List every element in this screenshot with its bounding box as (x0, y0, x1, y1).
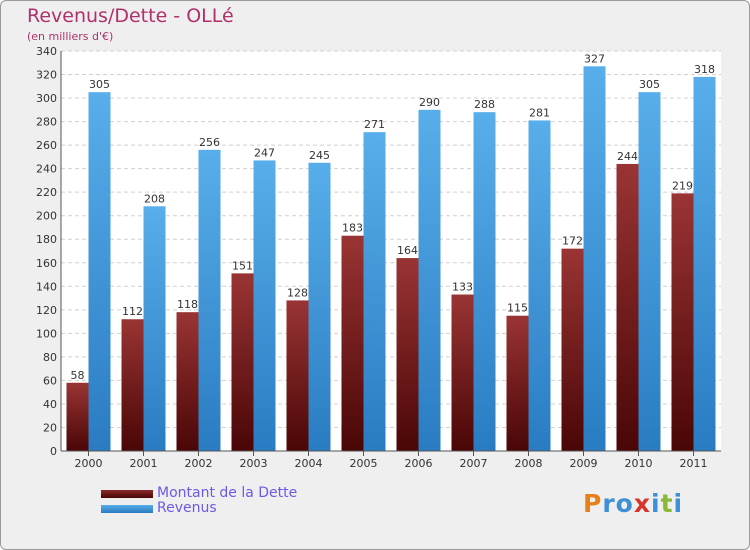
y-tick-label: 140 (36, 280, 57, 293)
y-tick-label: 120 (36, 304, 57, 317)
debt-bar-label: 58 (71, 369, 85, 382)
y-tick-label: 100 (36, 327, 57, 340)
y-tick-label: 160 (36, 257, 57, 270)
y-tick-label: 220 (36, 186, 57, 199)
logo-letter: o (615, 489, 634, 518)
y-tick-label: 280 (36, 116, 57, 129)
x-tick-label: 2000 (75, 457, 103, 470)
revenus-bar (528, 120, 551, 451)
legend-label-revenus: Revenus (157, 500, 217, 516)
y-tick-label: 320 (36, 69, 57, 82)
y-tick-label: 80 (43, 351, 57, 364)
revenus-bar (88, 92, 111, 452)
x-tick-label: 2010 (625, 457, 653, 470)
revenus-bar-label: 247 (254, 146, 275, 159)
revenus-bar-label: 208 (144, 192, 165, 205)
debt-bar (66, 382, 89, 451)
x-tick-label: 2005 (350, 457, 378, 470)
y-tick-label: 240 (36, 163, 57, 176)
revenus-bar-label: 256 (199, 136, 220, 149)
x-tick-label: 2004 (295, 457, 323, 470)
debt-bar-label: 128 (287, 286, 308, 299)
debt-bar-label: 115 (507, 302, 528, 315)
debt-bar-label: 112 (122, 305, 143, 318)
debt-bar-label: 172 (562, 235, 583, 248)
logo-letter: x (633, 489, 651, 518)
y-tick-label: 340 (36, 45, 57, 58)
legend-swatch-debt (101, 490, 153, 498)
revenus-bar-label: 318 (694, 63, 715, 76)
revenus-bar (363, 132, 386, 452)
revenus-bar-label: 305 (639, 78, 660, 91)
debt-bar (121, 319, 144, 451)
revenus-bar-label: 288 (474, 98, 495, 111)
revenus-bar-label: 281 (529, 106, 550, 119)
chart-subtitle: (en milliers d'€) (27, 30, 114, 43)
debt-bar (176, 312, 199, 451)
debt-bar (341, 235, 364, 451)
revenus-bar (418, 109, 441, 451)
legend-label-debt: Montant de la Dette (157, 485, 298, 501)
debt-bar-label: 244 (617, 150, 638, 163)
x-tick-label: 2003 (240, 457, 268, 470)
x-tick-label: 2009 (570, 457, 598, 470)
debt-bar (671, 193, 694, 451)
y-tick-label: 300 (36, 92, 57, 105)
bars: 58 305 112 208 118 256 151 247 128 245 183 271 164 29… (66, 52, 716, 452)
logo-letter: i (673, 489, 684, 518)
y-tick-label: 20 (43, 421, 57, 434)
revenus-bar-label: 271 (364, 118, 385, 131)
revenus-bar (308, 162, 331, 451)
y-tick-label: 180 (36, 233, 57, 246)
revenus-bar (198, 149, 221, 451)
debt-bar (616, 163, 639, 452)
x-tick-label: 2006 (405, 457, 433, 470)
revenus-bar (693, 76, 716, 451)
x-tick-label: 2007 (460, 457, 488, 470)
x-tick-label: 2002 (185, 457, 213, 470)
debt-bar-label: 183 (342, 222, 363, 235)
proxiti-logo: Proxiti (583, 489, 683, 518)
debt-bar (286, 300, 309, 451)
revenus-bar-label: 305 (89, 78, 110, 91)
revenus-bar-label: 327 (584, 52, 605, 65)
revenus-bar (473, 112, 496, 452)
x-tick-label: 2011 (680, 457, 708, 470)
debt-bar-label: 133 (452, 281, 473, 294)
legend-swatch-revenus (101, 505, 153, 513)
revenus-bar (143, 206, 166, 451)
y-tick-label: 260 (36, 139, 57, 152)
debt-bar-label: 151 (232, 259, 253, 272)
x-tick-label: 2001 (130, 457, 158, 470)
y-tick-label: 60 (43, 374, 57, 387)
y-tick-label: 200 (36, 210, 57, 223)
axes: 0 20 40 60 80 100 120 140 160 180 200 220 240 260 280 3… (36, 45, 721, 470)
chart-title: Revenus/Dette - OLLé (27, 5, 234, 27)
revenus-bar (253, 160, 276, 452)
y-tick-label: 40 (43, 398, 57, 411)
logo-letter: t (660, 489, 674, 518)
debt-bar (506, 315, 529, 451)
debt-bar (451, 294, 474, 451)
grid-lines (61, 50, 721, 428)
y-tick-label: 0 (50, 445, 57, 458)
debt-bar-label: 118 (177, 298, 198, 311)
logo-letter: i (651, 489, 661, 518)
revenus-bar-label: 290 (419, 96, 440, 109)
debt-bar-label: 219 (672, 179, 693, 192)
logo-letter: r (602, 489, 616, 518)
debt-bar (561, 248, 584, 451)
revenus-bar (638, 92, 661, 452)
debt-bar (396, 258, 419, 451)
revenus-bar-label: 245 (309, 149, 330, 162)
x-tick-label: 2008 (515, 457, 543, 470)
debt-bar (231, 273, 254, 451)
plot-area (61, 51, 721, 451)
debt-bar-label: 164 (397, 244, 418, 257)
revenus-bar (583, 66, 606, 451)
logo-letter: P (583, 489, 603, 518)
